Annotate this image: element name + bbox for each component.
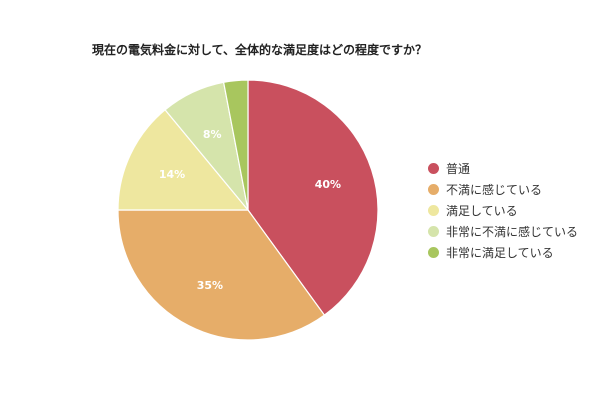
pie-slice-2	[117, 108, 250, 211]
legend-label-1: 不満に感じている	[446, 183, 543, 197]
slice-value-label-0: 40%	[315, 178, 341, 191]
chart-title: 現在の電気料金に対して、全体的な満足度はどの程度ですか？	[92, 43, 428, 57]
legend: 普通不満に感じている 満足している非常に不満に感じている 非常に満足している	[428, 158, 578, 263]
legend-label-3: 非常に不満に感じている	[446, 225, 579, 239]
legend-marker-4	[428, 247, 439, 258]
slice-value-label-3: 8%	[203, 128, 222, 141]
legend-marker-2	[428, 205, 439, 216]
slice-value-label-2: 14%	[159, 168, 185, 181]
legend-marker-3	[428, 226, 439, 237]
legend-item-2[interactable]: 満足している	[428, 200, 578, 221]
pie-slice-0	[247, 79, 379, 317]
legend-marker-1	[428, 184, 439, 195]
legend-item-0[interactable]: 普通	[428, 158, 578, 179]
slice-value-label-1: 35%	[197, 279, 223, 292]
legend-item-4[interactable]: 非常に満足している	[428, 242, 578, 263]
legend-item-1[interactable]: 不満に感じている	[428, 179, 578, 200]
legend-label-2: 満足している	[446, 204, 518, 218]
legend-label-4: 非常に満足している	[446, 246, 554, 260]
pie-slice-4	[222, 79, 249, 211]
legend-marker-0	[428, 163, 439, 174]
pie-slice-1	[117, 209, 326, 341]
legend-label-0: 普通	[446, 162, 471, 176]
legend-item-3[interactable]: 非常に不満に感じている	[428, 221, 578, 242]
